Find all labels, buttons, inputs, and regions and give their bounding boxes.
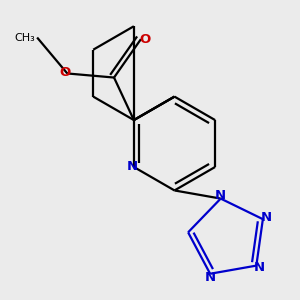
Text: N: N — [254, 261, 265, 274]
Text: CH₃: CH₃ — [14, 32, 35, 43]
Text: N: N — [261, 211, 272, 224]
Text: N: N — [205, 271, 216, 284]
Text: N: N — [215, 189, 226, 202]
Text: O: O — [139, 33, 150, 46]
Text: O: O — [59, 66, 70, 79]
Text: N: N — [127, 160, 138, 173]
